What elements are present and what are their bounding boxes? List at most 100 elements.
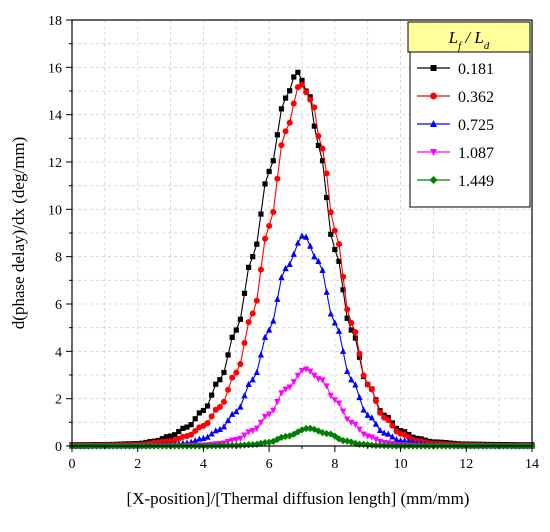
- marker-triangle-up: [307, 242, 314, 249]
- marker-triangle-up: [233, 408, 240, 415]
- marker-diamond: [339, 437, 347, 445]
- marker-circle: [335, 241, 342, 248]
- marker-triangle-up: [319, 266, 326, 274]
- marker-circle: [188, 431, 195, 438]
- marker-triangle-down: [233, 437, 240, 444]
- x-tick-label: 2: [134, 457, 141, 472]
- marker-square: [213, 381, 219, 387]
- marker-square: [250, 254, 256, 260]
- legend-label: 0.725: [458, 117, 494, 134]
- marker-circle: [331, 227, 338, 234]
- marker-diamond: [368, 441, 376, 449]
- marker-circle: [278, 142, 285, 149]
- marker-triangle-down: [266, 411, 273, 418]
- marker-triangle-up: [290, 250, 297, 257]
- marker-circle: [192, 427, 199, 434]
- marker-triangle-down: [286, 384, 293, 391]
- marker-square: [221, 369, 227, 376]
- marker-circle: [262, 235, 269, 242]
- marker-circle: [299, 81, 305, 88]
- marker-triangle-up: [229, 410, 236, 417]
- marker-circle: [257, 266, 264, 273]
- marker-triangle-down: [319, 377, 326, 384]
- marker-triangle-down: [229, 437, 236, 444]
- marker-triangle-down: [270, 407, 277, 415]
- marker-triangle-up: [352, 381, 359, 388]
- marker-circle: [303, 89, 310, 96]
- marker-circle: [356, 350, 363, 357]
- marker-circle: [237, 360, 244, 367]
- marker-square: [204, 403, 211, 409]
- y-tick-label: 2: [55, 393, 62, 408]
- marker-triangle-up: [331, 319, 338, 326]
- marker-triangle-down: [257, 419, 265, 426]
- marker-triangle-up: [376, 426, 384, 433]
- marker-circle: [430, 92, 437, 100]
- y-tick-label: 12: [48, 156, 62, 171]
- marker-triangle-down: [344, 416, 351, 423]
- marker-diamond: [240, 441, 249, 449]
- marker-square: [172, 432, 178, 438]
- marker-square: [237, 316, 243, 322]
- marker-triangle-up: [208, 430, 215, 437]
- marker-circle: [377, 409, 384, 416]
- legend-label: 1.087: [458, 145, 494, 162]
- marker-triangle-up: [298, 232, 306, 239]
- marker-triangle-down: [356, 426, 363, 433]
- marker-circle: [220, 398, 227, 405]
- marker-diamond: [261, 438, 269, 447]
- legend-label: 0.181: [458, 61, 494, 78]
- marker-square: [291, 74, 297, 80]
- marker-triangle-up: [385, 430, 392, 437]
- marker-triangle-up: [286, 260, 293, 268]
- marker-triangle-down: [282, 386, 289, 393]
- marker-triangle-up: [282, 264, 289, 272]
- marker-triangle-up: [220, 423, 228, 430]
- marker-triangle-up: [348, 376, 355, 383]
- marker-triangle-up: [364, 411, 371, 418]
- marker-triangle-down: [261, 413, 269, 421]
- marker-circle: [208, 413, 215, 420]
- x-tick-label: 10: [394, 457, 408, 472]
- marker-diamond: [331, 432, 339, 440]
- marker-triangle-down: [368, 434, 375, 441]
- marker-square: [319, 158, 326, 164]
- marker-circle: [360, 372, 367, 379]
- marker-square: [184, 424, 190, 430]
- marker-circle: [286, 119, 293, 126]
- marker-triangle-down: [298, 367, 306, 375]
- ticks: 0 2 4 6 8 10 12 14 0 2 4 6 8 10 12 14 16 18: [48, 14, 539, 472]
- marker-triangle-up: [192, 437, 199, 444]
- y-tick-label: 0: [55, 440, 62, 455]
- marker-square: [340, 287, 346, 293]
- marker-circle: [315, 132, 322, 139]
- marker-square: [209, 392, 215, 398]
- marker-triangle-down: [331, 397, 338, 404]
- marker-square: [262, 181, 268, 187]
- marker-diamond: [302, 424, 310, 433]
- marker-diamond: [429, 176, 438, 184]
- marker-square: [278, 106, 285, 112]
- marker-square: [328, 231, 334, 237]
- y-tick-label: 16: [48, 61, 62, 76]
- marker-circle: [311, 104, 318, 111]
- y-axis-label: d(phase delay)/dx (deg/mm): [9, 137, 28, 330]
- legend-label: 0.362: [458, 89, 494, 106]
- x-tick-label: 0: [69, 457, 76, 472]
- marker-circle: [348, 319, 355, 326]
- marker-diamond: [343, 437, 351, 445]
- marker-diamond: [273, 435, 281, 443]
- marker-square: [324, 194, 330, 201]
- marker-triangle-down: [278, 390, 285, 397]
- marker-triangle-up: [356, 393, 363, 401]
- marker-triangle-up: [311, 253, 318, 260]
- y-tick-label: 18: [48, 14, 62, 29]
- legend-items: 0.181 0.362 0.725 1.087 1.449: [417, 61, 494, 190]
- marker-square: [315, 142, 322, 149]
- marker-square: [246, 264, 252, 271]
- marker-triangle-up: [216, 425, 223, 433]
- marker-triangle-up: [327, 310, 334, 317]
- marker-triangle-down: [290, 379, 297, 386]
- marker-triangle-down: [249, 428, 256, 435]
